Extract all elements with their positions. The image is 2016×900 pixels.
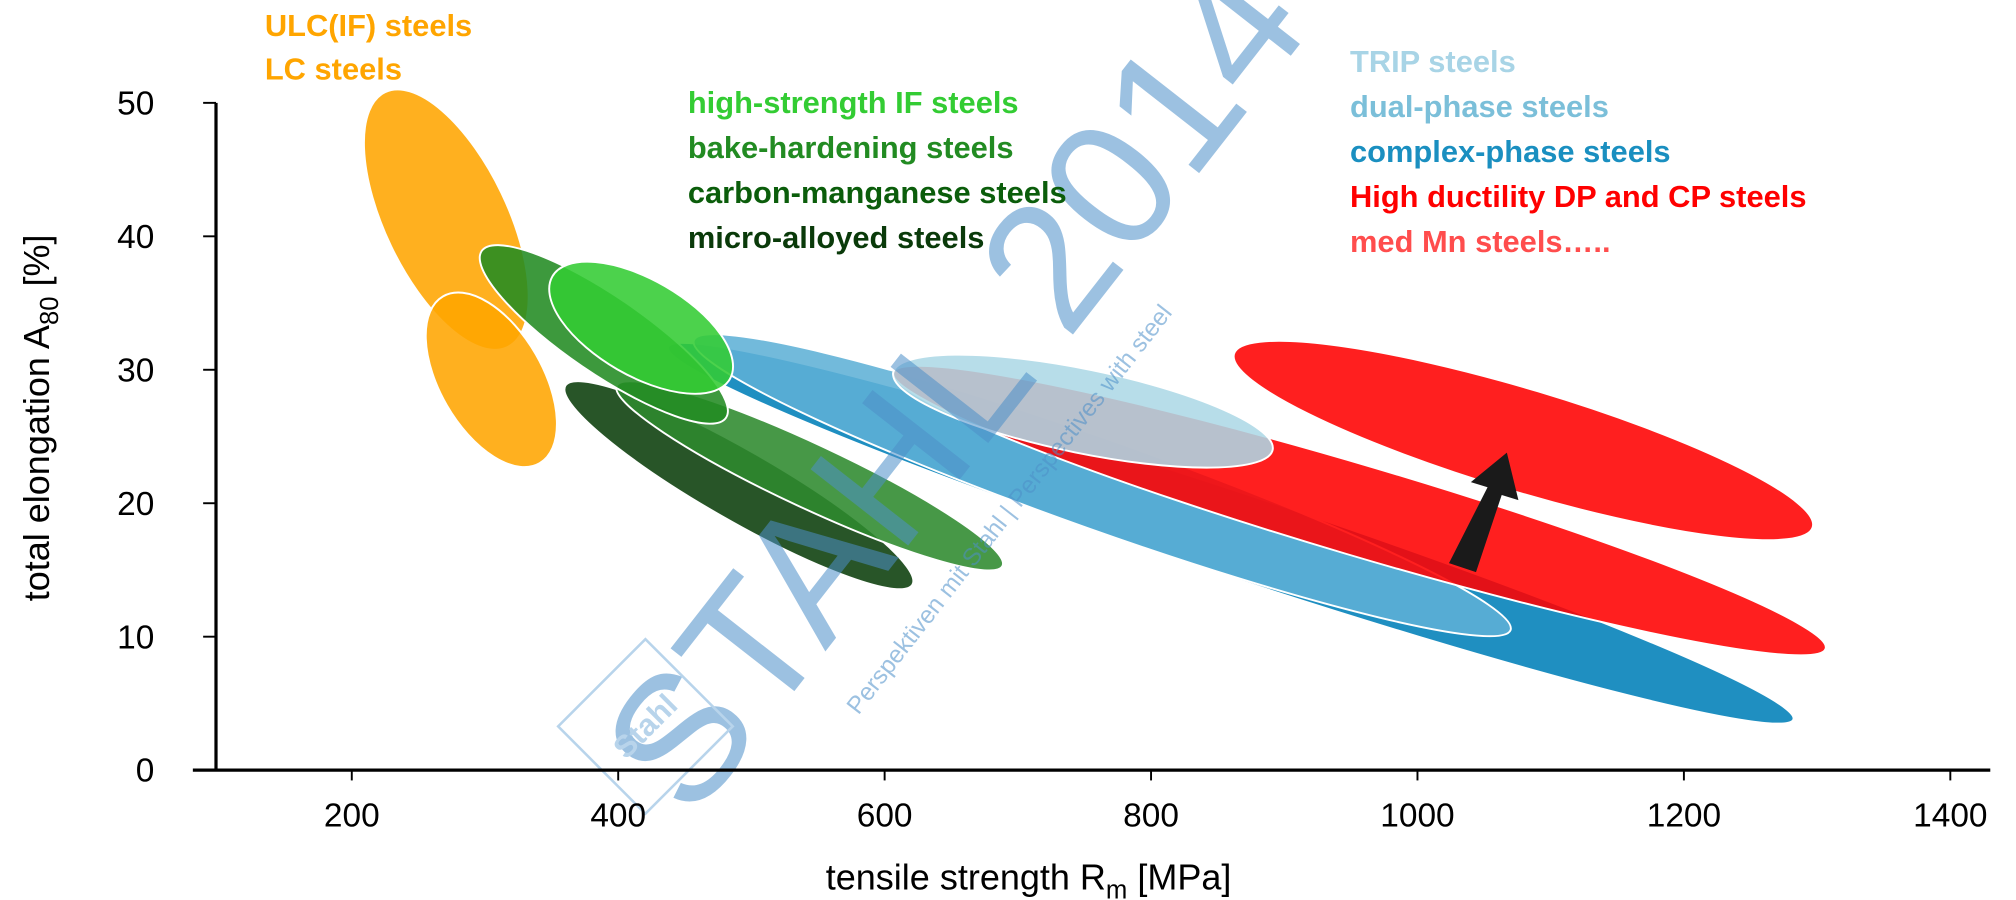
x-tick-label: 400 (590, 798, 646, 835)
x-tick-label: 1000 (1380, 798, 1454, 835)
y-axis-title-unit: [%] (16, 234, 57, 296)
y-tick-label: 50 (117, 85, 154, 122)
legend-label: dual-phase steels (1350, 89, 1609, 124)
y-tick-label: 0 (136, 753, 155, 790)
legend-label: med Mn steels….. (1350, 224, 1611, 259)
axes: 0 10 20 30 40 50 200 400 600 800 1000 1200 1400 tensi… (16, 85, 1991, 900)
y-tick-label: 10 (117, 619, 154, 656)
y-tick-label: 20 (117, 486, 154, 523)
x-axis-title-sub: m (1106, 877, 1127, 900)
x-axis-title-text: tensile strength R (826, 857, 1106, 898)
x-axis-title: tensile strength Rm [MPa] (826, 857, 1232, 900)
x-axis-title-unit: [MPa] (1127, 857, 1231, 898)
regions (362, 88, 1827, 725)
x-tick-label: 200 (324, 798, 380, 835)
x-tick-label: 600 (857, 798, 913, 835)
arrow (1449, 452, 1519, 573)
y-tick-label: 30 (117, 352, 154, 389)
legend-label: bake-hardening steels (688, 130, 1014, 165)
legend: ULC(IF) steels LC steels high-strength IF … (265, 8, 1807, 259)
x-tick-label: 1200 (1647, 798, 1721, 835)
y-axis-title: total elongation A80 [%] (16, 234, 64, 601)
region (548, 260, 734, 395)
legend-label: High ductility DP and CP steels (1350, 179, 1806, 214)
x-tick-label: 1400 (1913, 798, 1987, 835)
legend-label: complex-phase steels (1350, 134, 1671, 169)
legend-label: TRIP steels (1350, 44, 1516, 79)
y-tick-label: 40 (117, 219, 154, 256)
y-axis-title-sub: 80 (36, 296, 64, 325)
region (892, 353, 1274, 469)
legend-label: carbon-manganese steels (688, 175, 1067, 210)
legend-label: micro-alloyed steels (688, 220, 985, 255)
y-axis-title-text: total elongation A (16, 325, 57, 601)
legend-label: ULC(IF) steels (265, 8, 472, 43)
legend-label: LC steels (265, 52, 402, 87)
x-tick-label: 800 (1123, 798, 1179, 835)
legend-label: high-strength IF steels (688, 85, 1019, 120)
region (424, 291, 558, 469)
